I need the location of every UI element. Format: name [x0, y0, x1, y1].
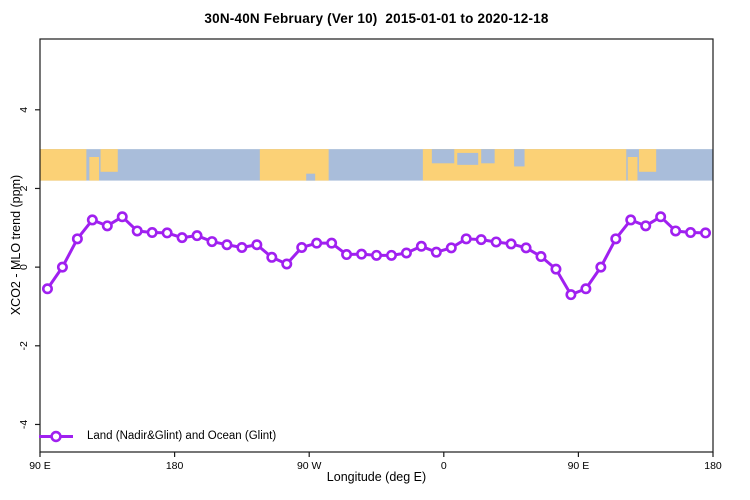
map-band-segment-land: [89, 157, 100, 181]
map-band-segment-ocean: [481, 149, 495, 164]
data-point: [550, 263, 562, 275]
legend-line-marker-icon: [39, 430, 73, 442]
y-tick-label: -4: [18, 420, 30, 429]
data-point: [595, 261, 607, 273]
data-series: [41, 211, 712, 301]
data-point: [505, 238, 517, 250]
data-point: [445, 242, 457, 254]
data-point: [385, 249, 397, 261]
data-point: [490, 236, 502, 248]
data-point: [191, 230, 203, 242]
data-point: [176, 232, 188, 244]
data-point: [535, 251, 547, 263]
data-point: [266, 251, 278, 263]
data-point: [580, 283, 592, 295]
data-point: [400, 247, 412, 259]
data-point: [640, 220, 652, 232]
map-band-segment-land: [100, 149, 118, 172]
data-point: [700, 227, 712, 239]
data-point: [341, 249, 353, 261]
data-point: [41, 283, 53, 295]
map-band: [40, 149, 713, 181]
chart-title: 30N-40N February (Ver 10) 2015-01-01 to …: [204, 11, 549, 26]
map-band-segment-land: [40, 149, 87, 181]
data-point: [251, 239, 263, 251]
data-point: [415, 240, 427, 252]
y-tick-label: 2: [18, 185, 30, 191]
data-point: [655, 211, 667, 223]
map-band-segment-ocean: [457, 152, 479, 165]
plot-border: [39, 38, 714, 453]
data-point: [475, 234, 487, 246]
data-point: [685, 227, 697, 239]
data-point: [326, 237, 338, 249]
data-point: [86, 214, 98, 226]
data-point: [296, 241, 308, 253]
data-point: [281, 258, 293, 270]
data-point: [161, 227, 173, 239]
data-point: [565, 289, 577, 301]
data-point: [221, 239, 233, 251]
data-point: [101, 220, 113, 232]
data-point: [625, 214, 637, 226]
y-tick-label: 4: [18, 107, 30, 113]
y-axis-label: XCO2 - MLO trend (ppm): [9, 174, 23, 316]
data-point: [206, 236, 218, 248]
x-tick-label: 0: [441, 460, 447, 472]
map-band-segment-land: [627, 157, 638, 181]
data-point: [146, 227, 158, 239]
x-tick-label: 180: [704, 460, 722, 472]
y-tick-label: 0: [18, 264, 30, 270]
data-point: [311, 237, 323, 249]
map-band-segment-land: [638, 149, 657, 172]
x-tick-label: 90 E: [568, 460, 590, 472]
plot-box: [39, 38, 714, 453]
axis-ticks: 90 E 180 90 W 0 90 E 180 4 2 0 -2 -4: [18, 107, 722, 472]
x-tick-label: 180: [166, 460, 184, 472]
data-point: [236, 241, 248, 253]
data-point: [610, 233, 622, 245]
data-point: [131, 225, 143, 237]
data-point: [56, 261, 68, 273]
map-band-segment-ocean: [306, 173, 316, 181]
legend-label: Land (Nadir&Glint) and Ocean (Glint): [87, 430, 277, 442]
data-point: [460, 233, 472, 245]
y-tick-label: -2: [18, 341, 30, 350]
data-point: [71, 233, 83, 245]
legend: Land (Nadir&Glint) and Ocean (Glint): [36, 428, 276, 444]
map-band-segment-ocean: [514, 149, 525, 167]
x-tick-label: 90 W: [297, 460, 322, 472]
data-point: [116, 211, 128, 223]
data-point: [520, 242, 532, 254]
data-point: [670, 225, 682, 237]
x-tick-label: 90 E: [29, 460, 51, 472]
x-axis-label: Longitude (deg E): [326, 470, 427, 484]
data-point: [370, 249, 382, 261]
data-point: [430, 246, 442, 258]
map-band-segment-ocean: [431, 149, 455, 164]
map-band-segment-land: [259, 149, 329, 181]
data-point: [356, 248, 368, 260]
